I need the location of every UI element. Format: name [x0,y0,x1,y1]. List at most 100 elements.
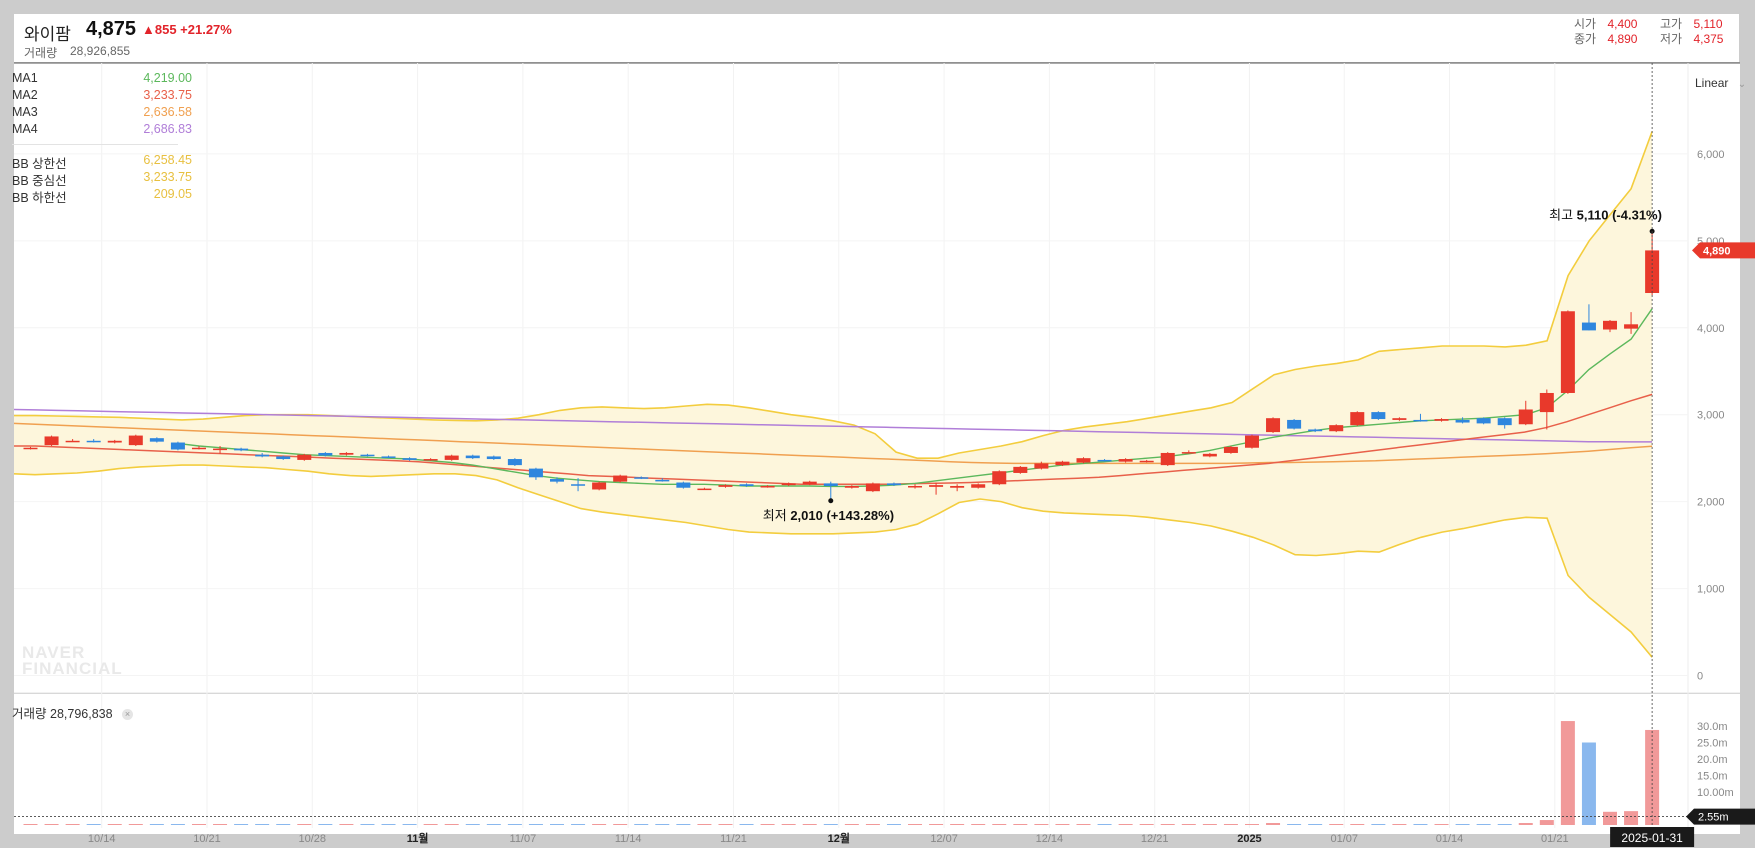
legend-bb-middle: BB 중심선 3,233.75 [12,170,192,189]
candle-body [1287,419,1302,429]
candle-body [592,482,607,490]
candle-body [234,448,249,451]
candle-body [676,482,691,488]
low-marker [828,498,834,504]
volume-bar [1560,721,1575,825]
x-tick-label: 12/14 [1036,833,1064,845]
volume-bar [676,824,691,825]
volume-bar [802,824,817,825]
volume-bar [1097,824,1112,825]
x-tick-label: 11월 [407,831,429,845]
ohlc-value: 4,400 [1607,17,1638,31]
volume-bar [634,824,649,825]
volume-bar [402,824,417,825]
candle-body [1603,320,1617,330]
chevron-down-icon: ⌄ [1737,79,1747,90]
candle-body [718,485,733,487]
legend-bb-upper: BB 상한선 6,258.45 [12,153,192,172]
volume-bar [886,824,901,825]
ohlc-close: 종가 4,890 [1574,30,1637,47]
candle-body [107,440,122,443]
volume-bar [571,824,586,825]
volume-bar [1118,824,1133,825]
candle-body [1181,452,1196,454]
candle-body [1055,461,1070,466]
ohlc-label: 저가 [1660,32,1683,46]
volume-bar [23,824,38,825]
candle-body [760,485,775,488]
volume-bar [1266,823,1281,825]
low-annotation: 최저 2,010 (+143.28%) [763,508,894,523]
volume-bar [1329,824,1344,825]
volume-bar [1160,824,1175,825]
volume-bar [1055,824,1070,825]
y-tick-label: 2,000 [1697,497,1725,509]
candle-body [1624,324,1639,329]
volume-bar [149,824,164,825]
legend-divider [12,144,178,145]
candle-body [1329,425,1344,432]
volume-bar [1371,824,1386,825]
scale-toggle[interactable]: Linear ⌄ [1695,76,1746,90]
candle-body [128,435,143,446]
legend-label: MA1 [12,71,38,85]
candle-body [297,454,312,460]
volume-bar [381,824,396,825]
candle-body [1202,453,1217,457]
x-tick-label: 12/07 [930,833,958,845]
volume-bar [760,824,775,825]
ohlc-value: 4,375 [1693,32,1724,46]
volume-tag-label: 2.55m [1698,812,1729,824]
x-tick-label: 10/21 [193,833,221,845]
candle-body [634,477,649,479]
current-price-tag-label: 4,890 [1703,245,1731,257]
candle-body [402,458,417,460]
candle-body [276,456,291,460]
volume-bar [1139,824,1154,825]
candle-body [886,483,901,486]
volume-bar [613,824,628,825]
candle-body [381,456,396,458]
candle-body [1560,311,1575,393]
volume-bar [929,824,944,825]
volume-bar [1518,823,1533,825]
volume-bar [1244,824,1259,825]
x-tick-label: 01/14 [1436,833,1464,845]
legend-value: 2,636.58 [143,105,192,119]
volume-bar [1624,811,1639,825]
candle-body [1013,466,1028,473]
candle-body [1118,459,1133,462]
legend-ma4: MA4 2,686.83 [12,122,192,136]
legend-bb-lower: BB 하한선 209.05 [12,187,192,206]
ohlc-high: 고가 5,110 [1660,15,1723,32]
candle-body [1244,435,1259,448]
ma1-line [177,308,1653,488]
volume-bar [908,824,923,825]
ohlc-label: 시가 [1574,17,1597,31]
price-change: ▲855 +21.27% [142,22,232,37]
watermark: NAVER FINANCIAL [22,644,123,678]
bollinger-lower-line [13,464,1653,658]
candle-body [1476,418,1491,424]
volume-bar [191,824,206,825]
watermark-line: FINANCIAL [22,659,123,678]
volume-bar [1076,824,1091,825]
volume-bar [1497,824,1512,825]
volume-panel-bg [14,694,1740,828]
volume-bar [718,824,733,825]
candle-body [486,456,501,460]
close-icon[interactable]: × [122,709,134,721]
candle-body [255,454,270,457]
volume-bar [1603,811,1617,825]
legend-label: BB 하한선 [12,191,67,205]
x-tick-label: 01/21 [1541,833,1569,845]
candle-body [213,448,228,451]
candle-body [465,455,480,459]
y-tick-label: 6,000 [1697,149,1725,161]
date-tag [1610,827,1695,847]
volume-bar [823,824,838,825]
x-tick-label: 10/28 [299,833,327,845]
candle-body [802,481,817,485]
